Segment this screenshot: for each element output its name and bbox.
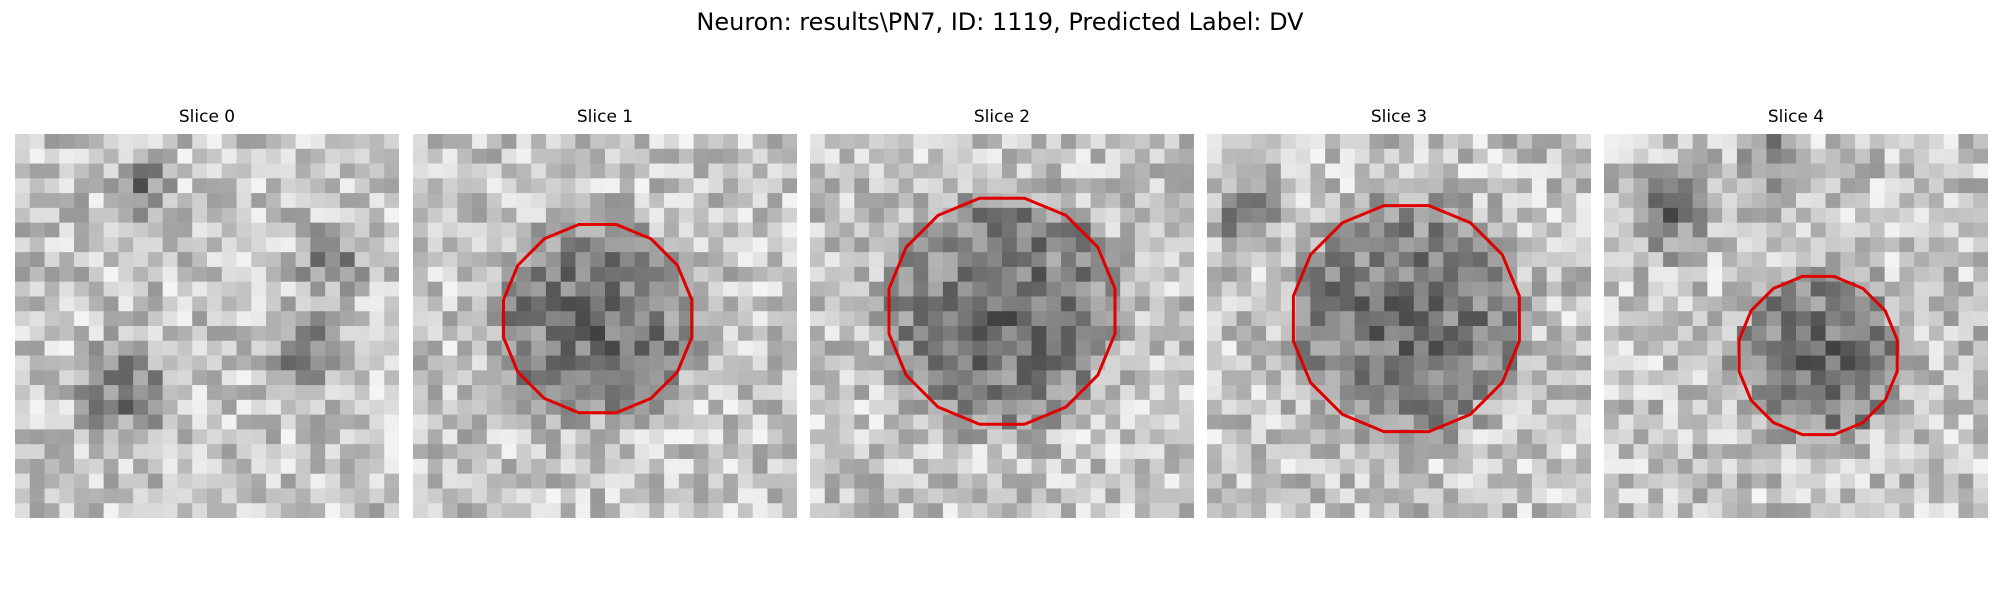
slice-image — [1604, 134, 1988, 518]
cell-outline — [502, 223, 694, 415]
slice-image — [413, 134, 797, 518]
slice-title: Slice 4 — [1767, 107, 1825, 127]
slice-image — [810, 134, 1194, 518]
cell-outline — [887, 196, 1117, 426]
slice-title: Slice 0 — [178, 107, 236, 127]
slice-title: Slice 1 — [576, 107, 634, 127]
slice-image — [1207, 134, 1591, 518]
figure-title: Neuron: results\PN7, ID: 1119, Predicted… — [696, 8, 1304, 36]
cell-outline — [1291, 204, 1521, 434]
slice-image — [15, 134, 399, 518]
cell-outline — [1737, 274, 1899, 437]
slice-title: Slice 2 — [973, 107, 1031, 127]
slice-title: Slice 3 — [1370, 107, 1428, 127]
